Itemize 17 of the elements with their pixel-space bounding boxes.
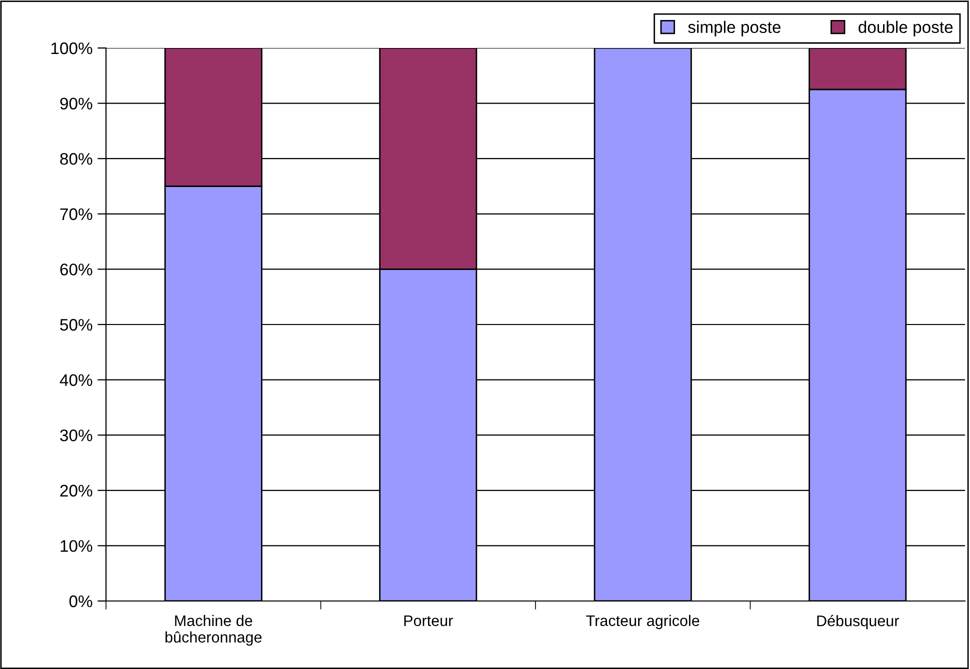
y-tick-label: 80% <box>60 153 92 165</box>
x-tick-label: Porteur <box>404 615 453 626</box>
x-tick-label: Débusqueur <box>817 614 899 630</box>
y-tick-label: 0% <box>69 595 92 608</box>
y-tick-label: 60% <box>60 264 92 276</box>
y-tick-label: 20% <box>60 484 92 497</box>
y-tick-label: 70% <box>60 208 92 220</box>
y-tick-label: 40% <box>60 374 92 386</box>
y-tick-label: 50% <box>60 318 92 331</box>
y-tick-label: 100% <box>51 42 92 54</box>
legend-label: double poste <box>858 20 953 36</box>
y-tick-label: 30% <box>60 430 92 442</box>
y-tick-label: 10% <box>60 540 92 552</box>
y-tick-label: 90% <box>60 98 92 110</box>
x-tick-label: Tracteur agricole <box>586 614 700 630</box>
x-tick-label: Machine de bûcheronnage <box>166 614 262 646</box>
legend-label: simple poste <box>688 20 780 36</box>
